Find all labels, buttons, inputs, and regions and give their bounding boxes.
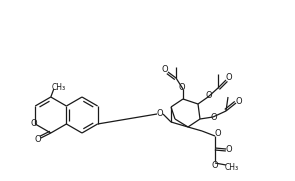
Text: O: O <box>236 98 242 106</box>
Text: O: O <box>31 119 37 129</box>
Text: O: O <box>206 92 212 100</box>
Text: O: O <box>35 136 41 144</box>
Text: O: O <box>211 113 217 123</box>
Text: CH₃: CH₃ <box>225 163 239 172</box>
Text: O: O <box>162 66 168 75</box>
Text: O: O <box>215 129 221 138</box>
Text: CH₃: CH₃ <box>52 83 66 92</box>
Text: O: O <box>179 83 185 92</box>
Text: O: O <box>212 161 218 171</box>
Text: O: O <box>226 73 232 83</box>
Text: O: O <box>226 144 232 153</box>
Text: O: O <box>157 108 163 117</box>
